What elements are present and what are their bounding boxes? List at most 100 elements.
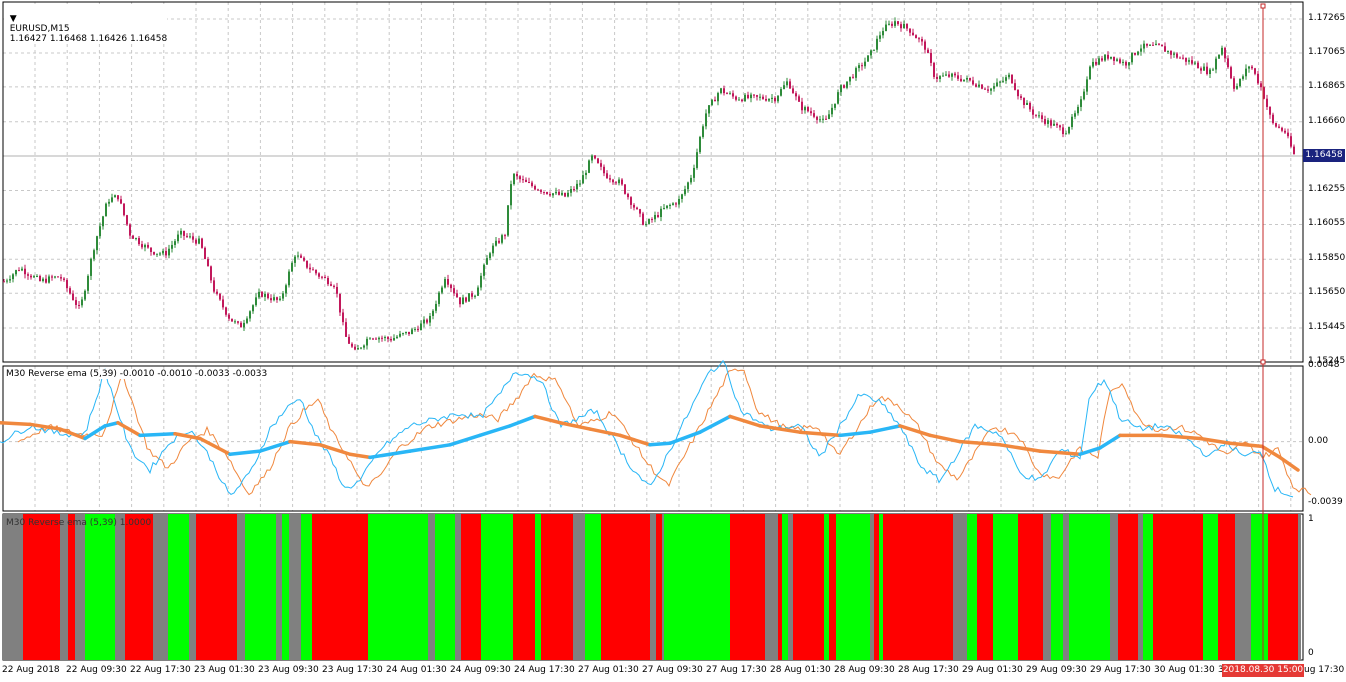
candle-body [321, 276, 323, 278]
candle-body [1062, 127, 1064, 135]
candle-body [747, 94, 749, 99]
candle-body [1068, 127, 1070, 134]
candle-body [1173, 53, 1175, 55]
candle-body [876, 38, 878, 50]
slow-ema-segment [698, 414, 732, 434]
candle-body [135, 238, 137, 240]
candle-body [342, 312, 344, 323]
candle-body [189, 236, 191, 238]
candle-body [672, 203, 674, 205]
candle-body [621, 179, 623, 185]
candle-body [57, 276, 59, 278]
histogram-bar-gray [455, 514, 461, 660]
candle-body [756, 95, 758, 97]
candle-body [1239, 78, 1241, 87]
histogram-bar-red [68, 514, 75, 660]
candle-body [1263, 87, 1265, 99]
slow-ema-segment [228, 449, 262, 457]
candle-body [504, 235, 506, 237]
candle-body [1113, 56, 1115, 61]
candle-body [1107, 54, 1109, 59]
grid-lines [3, 2, 1303, 511]
histogram-bar-red [196, 514, 237, 660]
candle-body [507, 205, 509, 236]
candle-body [771, 97, 773, 99]
histogram-bar-red [977, 514, 993, 660]
histogram-bar-gray [189, 514, 196, 660]
histogram-bar-gray [428, 514, 435, 660]
candle-body [552, 193, 554, 196]
slow-ema-segment [928, 433, 962, 444]
candle-body [354, 346, 356, 350]
histogram-bar-green [1203, 514, 1218, 660]
candle-body [195, 239, 197, 244]
histogram-bar-red [1218, 514, 1235, 660]
candle-body [165, 250, 167, 256]
candle-body [474, 295, 476, 297]
candle-body [819, 119, 821, 121]
histogram-bar-red [461, 514, 481, 660]
candle-body [99, 226, 101, 237]
candle-body [1284, 130, 1286, 133]
candle-body [417, 328, 419, 331]
price-axis-label: 1.15245 [1308, 356, 1346, 366]
candle-body [843, 85, 845, 88]
cursor-vertical-line[interactable] [1260, 3, 1266, 660]
time-axis-label: 3 [1218, 665, 1224, 675]
candle-body [282, 293, 284, 299]
candle-body [30, 275, 32, 278]
histogram-bar-gray [1235, 514, 1251, 660]
histogram-bar-red [312, 514, 368, 660]
candle-body [1152, 44, 1154, 46]
slow-ema-segment [448, 433, 482, 447]
candle-body [1116, 59, 1118, 61]
candle-body [846, 81, 848, 88]
slow-ema-segment [588, 427, 622, 438]
candle-body [1233, 78, 1235, 89]
slow-ema-segment [1038, 449, 1082, 457]
candle-body [372, 338, 374, 340]
slow-ema-segment [898, 424, 932, 438]
candle-body [510, 184, 512, 206]
candle-body [795, 93, 797, 97]
candle-body [1215, 58, 1217, 70]
candle-body [90, 258, 92, 276]
candle-body [1023, 97, 1025, 105]
candle-body [762, 96, 764, 99]
candle-body [495, 240, 497, 246]
histogram-bar-gray [788, 514, 793, 660]
candle-body [849, 76, 851, 82]
candle-body [405, 331, 407, 334]
histogram-bar-gray [1138, 514, 1143, 660]
candle-body [663, 207, 665, 209]
candle-body [237, 321, 239, 323]
candle-body [1092, 61, 1094, 67]
histogram-bar-red [1118, 514, 1138, 660]
candle-body [138, 238, 140, 245]
candle-body [879, 35, 881, 39]
candle-body [519, 176, 521, 180]
slow-ema-segment [798, 430, 842, 438]
slow-ema-segment [958, 439, 1002, 447]
slow-ema-segment [478, 424, 512, 438]
candle-body [1167, 50, 1169, 52]
candle-body [348, 336, 350, 344]
candle-body [297, 255, 299, 257]
candle-body [117, 195, 119, 200]
candle-body [573, 189, 575, 191]
candle-body [300, 255, 302, 258]
candle-body [75, 300, 77, 305]
candle-body [723, 88, 725, 94]
candle-body [618, 179, 620, 184]
histogram-bar-green [824, 514, 829, 660]
candle-body [1242, 76, 1244, 79]
candle-body [54, 276, 56, 278]
candle-body [21, 268, 23, 271]
candle-body [312, 269, 314, 271]
slow-ema-segment [116, 420, 142, 438]
dropdown-triangle-icon[interactable]: ▼ [9, 14, 17, 24]
candle-body [168, 248, 170, 256]
candle-body [1164, 46, 1166, 52]
histogram-bar-green [782, 514, 788, 660]
